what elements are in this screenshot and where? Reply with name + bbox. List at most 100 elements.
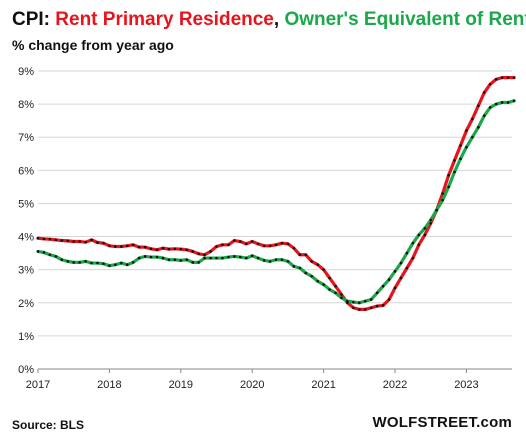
data-point-1 <box>256 242 260 246</box>
data-point-1 <box>215 245 218 248</box>
y-tick-label: 1% <box>18 331 34 343</box>
data-point-1 <box>149 247 153 251</box>
data-point-1 <box>310 260 314 263</box>
source-note: Source: BLS <box>12 418 85 432</box>
data-point-2 <box>209 256 212 260</box>
data-point-1 <box>393 286 397 290</box>
data-point-1 <box>54 238 58 242</box>
x-axis: 2017 2018 2019 2020 2021 2022 2023 <box>26 369 479 391</box>
data-point-2 <box>137 256 141 260</box>
x-tick-label: 2023 <box>454 379 478 391</box>
data-point-2 <box>114 263 117 267</box>
data-point-2 <box>90 261 93 265</box>
data-point-1 <box>167 247 171 251</box>
data-point-1 <box>506 76 510 79</box>
data-point-1 <box>358 308 361 311</box>
data-point-1 <box>328 276 331 280</box>
data-point-1 <box>185 248 189 252</box>
data-point-2 <box>221 256 224 260</box>
data-point-2 <box>233 255 236 258</box>
data-point-1 <box>280 241 284 245</box>
data-point-2 <box>346 299 349 303</box>
data-point-2 <box>328 288 331 291</box>
data-point-2 <box>465 145 468 149</box>
x-tick-label: 2017 <box>26 379 50 391</box>
data-point-1 <box>375 304 379 308</box>
data-point-2 <box>423 226 427 230</box>
data-point-1 <box>244 242 248 246</box>
data-point-1 <box>441 192 444 195</box>
x-tick-label: 2018 <box>97 379 121 391</box>
data-point-1 <box>322 268 325 271</box>
data-point-1 <box>203 253 206 257</box>
data-point-1 <box>209 250 212 253</box>
data-point-1 <box>477 104 480 108</box>
data-point-2 <box>120 261 123 265</box>
y-tick-label: 5% <box>18 198 34 210</box>
data-point-1 <box>36 236 40 240</box>
chart-subtitle: % change from year ago <box>12 37 174 53</box>
data-point-2 <box>417 233 421 237</box>
data-point-2 <box>227 255 230 259</box>
data-point-1 <box>72 240 75 243</box>
data-point-1 <box>381 304 385 307</box>
data-point-1 <box>405 266 409 270</box>
data-point-1 <box>90 238 93 242</box>
data-point-2 <box>334 291 337 295</box>
y-tick-label: 7% <box>18 132 34 144</box>
data-point-1 <box>125 244 129 248</box>
data-point-2 <box>197 261 200 264</box>
data-point-2 <box>429 218 433 222</box>
data-point-2 <box>179 259 183 262</box>
data-point-1 <box>369 306 373 310</box>
data-point-2 <box>215 256 218 260</box>
y-axis: 0% 1% 2% 3% 4% 5% 6% 7% 8% 9% <box>18 66 34 376</box>
data-point-1 <box>120 245 123 248</box>
data-point-1 <box>292 246 296 250</box>
data-point-1 <box>179 247 183 251</box>
data-point-2 <box>256 256 260 260</box>
data-point-2 <box>131 261 135 264</box>
data-point-2 <box>358 301 361 305</box>
data-point-2 <box>42 251 46 254</box>
data-point-1 <box>233 239 236 242</box>
data-point-2 <box>453 170 456 174</box>
data-point-2 <box>280 258 284 262</box>
data-point-1 <box>447 174 450 177</box>
data-point-2 <box>48 253 52 257</box>
data-point-2 <box>512 99 516 103</box>
title-series2: Owner's Equivalent of Rent <box>284 9 526 30</box>
data-point-1 <box>66 239 70 243</box>
data-point-1 <box>114 245 117 248</box>
data-point-1 <box>488 82 492 86</box>
data-point-1 <box>274 243 278 247</box>
data-point-1 <box>286 242 290 246</box>
data-point-1 <box>500 76 504 79</box>
data-point-2 <box>60 258 64 262</box>
x-tick-label: 2019 <box>169 379 193 391</box>
data-point-1 <box>238 240 242 243</box>
data-point-2 <box>191 261 195 264</box>
data-point-2 <box>66 260 70 263</box>
title-prefix: CPI: <box>12 9 56 30</box>
data-point-2 <box>78 261 81 264</box>
data-point-1 <box>191 250 195 253</box>
data-point-1 <box>84 240 87 244</box>
data-point-1 <box>250 240 254 243</box>
data-point-2 <box>310 274 314 278</box>
title-series1: Rent Primary Residence <box>55 9 274 30</box>
data-point-2 <box>54 255 58 258</box>
title-separator: , <box>273 9 285 30</box>
data-point-1 <box>304 253 308 257</box>
data-point-2 <box>447 185 450 189</box>
data-point-1 <box>298 253 302 257</box>
data-point-2 <box>36 250 40 253</box>
data-point-1 <box>173 247 177 251</box>
data-point-2 <box>286 260 290 263</box>
data-point-2 <box>108 264 111 267</box>
data-point-2 <box>435 208 438 212</box>
data-point-1 <box>465 129 468 132</box>
data-point-1 <box>161 246 165 250</box>
data-point-2 <box>298 266 302 270</box>
